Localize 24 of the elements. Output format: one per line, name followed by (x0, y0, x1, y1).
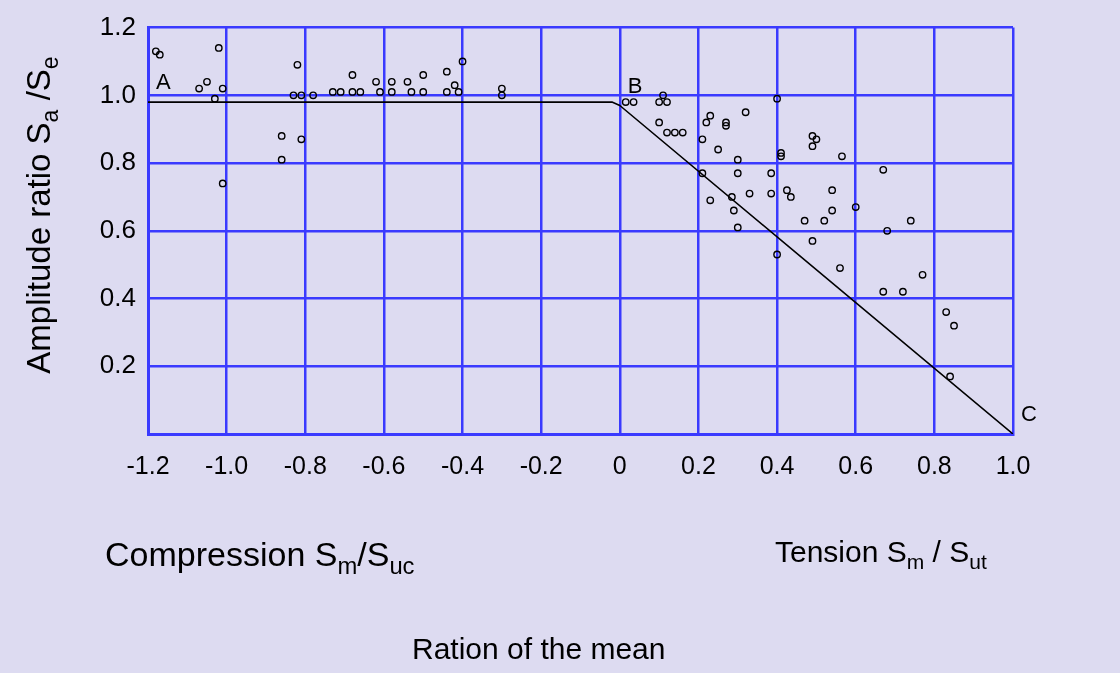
x-tick-label: -0.2 (519, 450, 563, 479)
x-tick-label: 0.8 (916, 450, 952, 479)
x-tick-label: 1.0 (995, 450, 1031, 479)
x-tick-label: 0.6 (838, 450, 874, 479)
x-tick-label: -1.2 (126, 450, 170, 479)
x-tick-label: -1.0 (205, 450, 249, 479)
x-tick-label: 0 (612, 450, 627, 479)
x-tick-label: -0.8 (283, 450, 327, 479)
annotation: A (156, 69, 171, 95)
x-tick-label: -0.4 (441, 450, 485, 479)
x-tick-label: 0.2 (681, 450, 716, 479)
annotation: C (1021, 401, 1037, 427)
x-tick-label: -0.6 (362, 450, 406, 479)
y-tick-label: 1.0 (99, 78, 136, 109)
y-tick-label: 0.8 (99, 146, 136, 177)
y-tick-label: 0.2 (99, 349, 136, 380)
y-tick-label: 0.4 (99, 281, 136, 312)
text: Tension S$_{m}$ / S$_{ut}$ (775, 535, 987, 575)
annotation: B (627, 72, 643, 98)
text: Ration of the mean (412, 632, 666, 666)
text: Compression S$_{m}$/S$_{uc}$ (105, 535, 415, 581)
y-tick-label: 1.2 (99, 10, 136, 41)
x-tick-label: 0.4 (759, 450, 795, 479)
y-tick-label: 0.6 (99, 213, 136, 244)
